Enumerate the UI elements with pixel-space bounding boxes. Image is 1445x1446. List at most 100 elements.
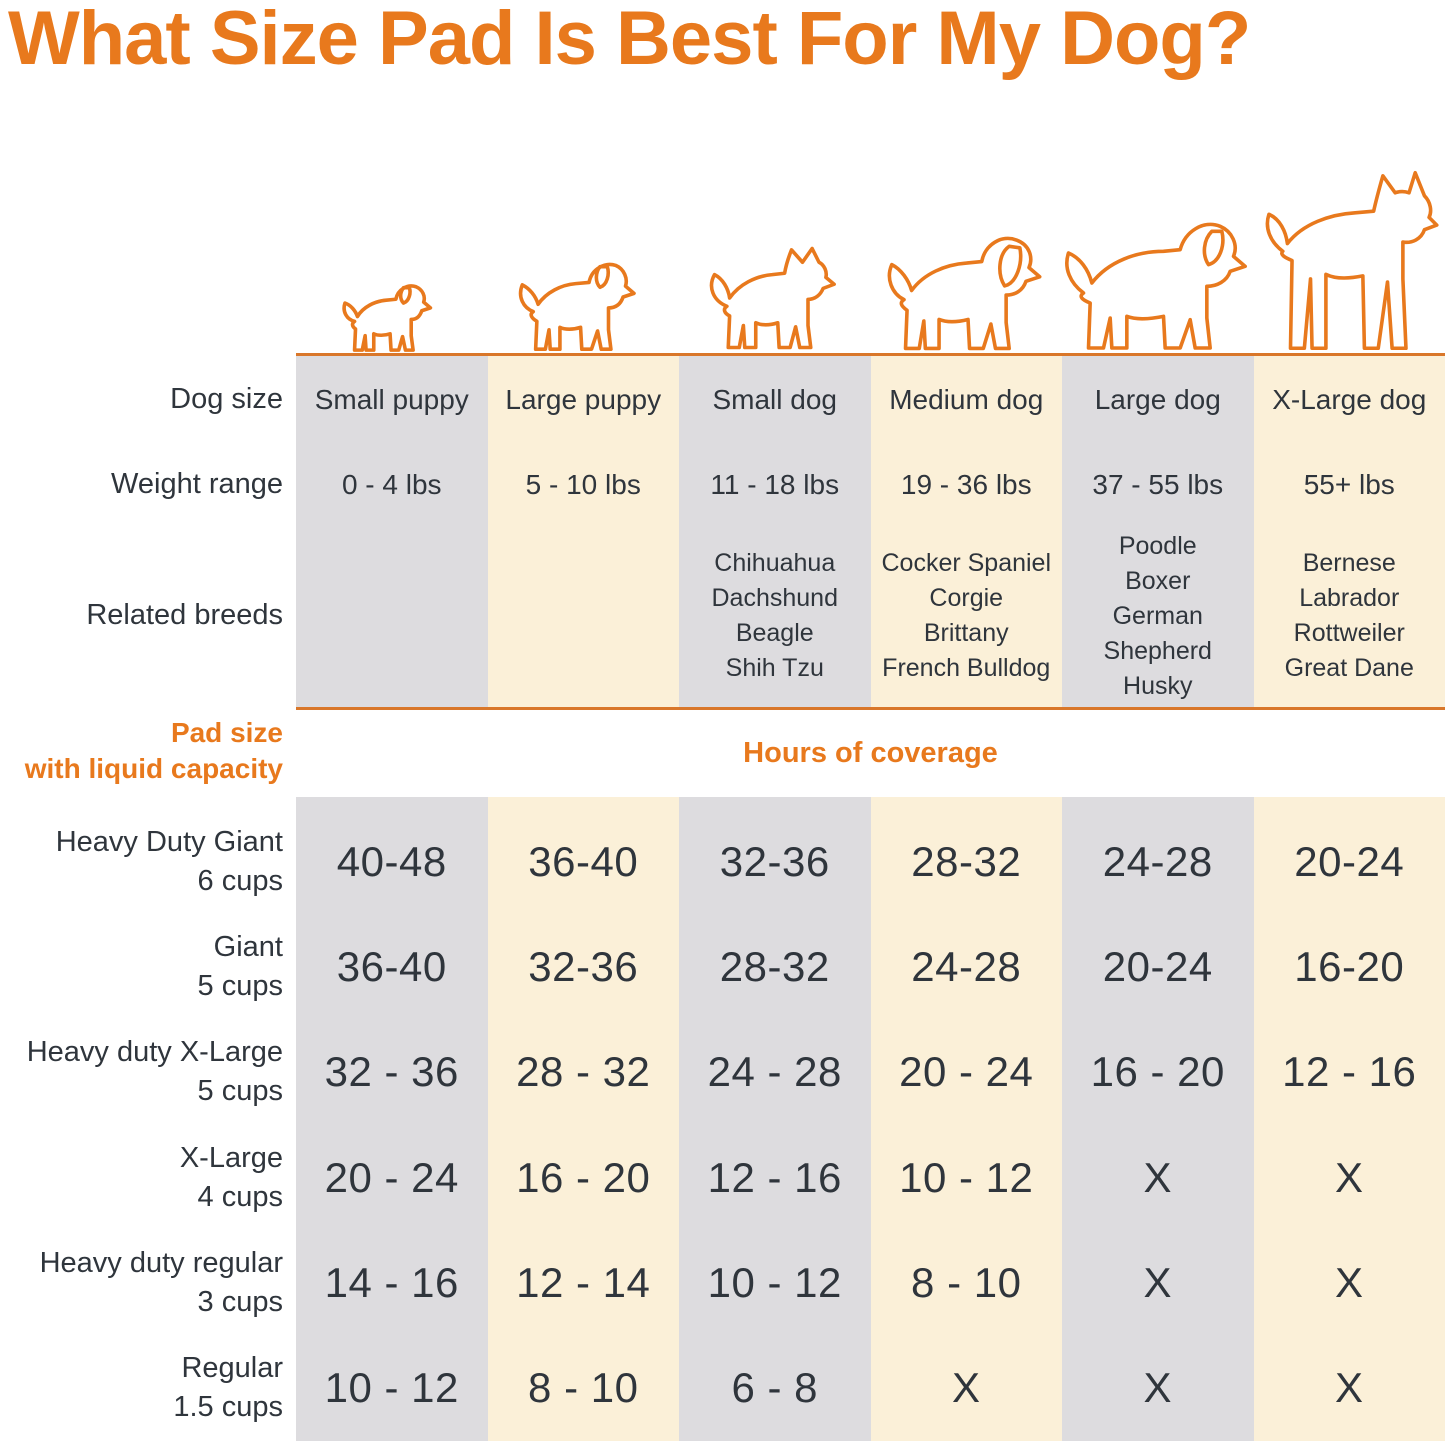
- column-backgrounds-upper: [296, 356, 1445, 707]
- breed-item: Beagle: [735, 619, 814, 647]
- hours-cell: X: [1143, 1364, 1172, 1412]
- pad-row-labels: Heavy Duty Giant 6 cups Giant 5 cups Hea…: [0, 797, 283, 1441]
- column-bg-large-puppy: [487, 356, 679, 707]
- breeds-cell: Poodle Boxer German Shepherd Husky: [1062, 527, 1254, 705]
- breed-item: Corgie: [929, 584, 1004, 612]
- hours-cell: 12 - 16: [1282, 1048, 1417, 1096]
- breeds-cell: Bernese Labrador Rottweiler Great Dane: [1254, 527, 1445, 705]
- column-bg-medium-dog: [870, 356, 1062, 707]
- row-label-related-breeds: Related breeds: [86, 599, 283, 632]
- dog-size-cell: Large puppy: [505, 384, 662, 415]
- pad-row-label: Giant 5 cups: [0, 914, 283, 1019]
- hours-cell: 14 - 16: [324, 1258, 459, 1306]
- hours-cell: 32-36: [528, 942, 639, 990]
- hours-cell: 12 - 16: [707, 1153, 842, 1201]
- breeds-cell: Cocker Spaniel Corgie Brittany French Bu…: [871, 527, 1063, 705]
- column-bg-x-large-dog: [1253, 797, 1445, 1441]
- dog-size-cell: X-Large dog: [1272, 384, 1427, 415]
- page-title: What Size Pad Is Best For My Dog?: [8, 0, 1251, 81]
- pad-capacity: 6 cups: [197, 864, 283, 897]
- pad-name: Heavy Duty Giant: [55, 825, 283, 858]
- pad-capacity: 5 cups: [197, 969, 283, 1002]
- column-bg-large-dog: [1062, 797, 1254, 1441]
- breed-item: Bernese: [1302, 549, 1396, 577]
- hours-cell: 6 - 8: [731, 1364, 819, 1412]
- pad-row-label: Regular 1.5 cups: [0, 1336, 283, 1441]
- hours-cell: 20-24: [1294, 837, 1405, 885]
- dog-size-cell: Large dog: [1094, 384, 1221, 415]
- hours-cell: 16 - 20: [516, 1153, 651, 1201]
- hours-cell: X: [1143, 1153, 1172, 1201]
- column-bg-small-puppy: [296, 356, 488, 707]
- pad-capacity: 1.5 cups: [173, 1391, 283, 1424]
- column-bg-large-puppy: [487, 797, 679, 1441]
- breed-item: Cocker Spaniel: [881, 549, 1052, 577]
- column-backgrounds-lower: [296, 797, 1445, 1441]
- breed-item: Shih Tzu: [725, 654, 824, 682]
- hours-cell: 10 - 12: [324, 1364, 459, 1412]
- hours-cell: 24-28: [911, 942, 1022, 990]
- breed-item: Boxer: [1125, 566, 1191, 595]
- table-row: 14 - 16 12 - 14 10 - 12 8 - 10 X X: [296, 1230, 1445, 1335]
- hours-cell: 8 - 10: [528, 1364, 639, 1412]
- table-row: 40-48 36-40 32-36 28-32 24-28 20-24: [296, 809, 1445, 914]
- weight-range-row: 0 - 4 lbs 5 - 10 lbs 11 - 18 lbs 19 - 36…: [296, 442, 1445, 527]
- hours-cell: 28-32: [911, 837, 1022, 885]
- hours-cell: 16 - 20: [1090, 1048, 1225, 1096]
- pad-capacity: 3 cups: [197, 1285, 283, 1318]
- hours-cell: 20 - 24: [324, 1153, 459, 1201]
- breed-item: German Shepherd: [1103, 601, 1212, 665]
- hours-cell: X: [1143, 1258, 1172, 1306]
- table-row: 36-40 32-36 28-32 24-28 20-24 16-20: [296, 914, 1445, 1019]
- hours-cell: 32 - 36: [324, 1048, 459, 1096]
- pad-row-label: Heavy duty X-Large 5 cups: [0, 1020, 283, 1125]
- row-label-dog-size: Dog size: [170, 383, 283, 416]
- table-row: 10 - 12 8 - 10 6 - 8 X X X: [296, 1336, 1445, 1441]
- pad-row-label: Heavy duty regular 3 cups: [0, 1230, 283, 1335]
- hours-cell: 20 - 24: [899, 1048, 1034, 1096]
- weight-cell: 37 - 55 lbs: [1092, 468, 1224, 500]
- pad-row-label: Heavy Duty Giant 6 cups: [0, 809, 283, 914]
- column-bg-medium-dog: [870, 797, 1062, 1441]
- pad-name: Regular: [181, 1352, 283, 1385]
- pad-capacity: 4 cups: [197, 1180, 283, 1213]
- column-bg-small-dog: [679, 356, 871, 707]
- dog-size-cell: Small dog: [712, 384, 837, 415]
- hours-cell: 20-24: [1102, 942, 1213, 990]
- breed-item: Labrador: [1299, 584, 1400, 612]
- hours-cell: X: [1334, 1258, 1364, 1306]
- hours-cell: 10 - 12: [707, 1258, 842, 1306]
- hours-cell: 10 - 12: [899, 1153, 1034, 1201]
- ground-line: [296, 353, 1445, 356]
- breed-item: Poodle: [1118, 531, 1197, 560]
- weight-cell: 19 - 36 lbs: [900, 468, 1032, 500]
- pad-name: X-Large: [179, 1141, 283, 1174]
- section-divider-line: [296, 707, 1445, 710]
- breed-item: Chihuahua: [714, 549, 836, 577]
- hours-cell: 16-20: [1294, 942, 1405, 990]
- table-row: 32 - 36 28 - 32 24 - 28 20 - 24 16 - 20 …: [296, 1020, 1445, 1125]
- dog-size-row: Small puppy Large puppy Small dog Medium…: [296, 360, 1445, 440]
- hours-cell: 40-48: [336, 837, 447, 885]
- row-label-pad-size: Pad size with liquid capacity: [0, 707, 283, 795]
- hours-cell: X: [951, 1364, 981, 1412]
- hours-of-coverage-grid: 40-48 36-40 32-36 28-32 24-28 20-24 36-4…: [296, 797, 1445, 1441]
- column-bg-small-puppy: [296, 797, 488, 1441]
- pad-name: Heavy duty regular: [39, 1246, 283, 1279]
- breed-item: Dachshund: [711, 584, 838, 612]
- weight-cell: 11 - 18 lbs: [710, 468, 840, 500]
- breeds-cell: [488, 527, 680, 705]
- breed-item: French Bulldog: [882, 654, 1051, 682]
- breed-item: Great Dane: [1284, 654, 1414, 682]
- hours-cell: 24 - 28: [707, 1048, 842, 1096]
- breed-item: Husky: [1123, 671, 1193, 700]
- weight-cell: 5 - 10 lbs: [525, 468, 641, 500]
- hours-of-coverage-header: Hours of coverage: [743, 737, 998, 769]
- pad-size-label-line2: with liquid capacity: [24, 753, 283, 784]
- breeds-cell: [296, 527, 488, 705]
- row-label-weight-range: Weight range: [111, 467, 283, 500]
- hours-cell: 36-40: [336, 942, 447, 990]
- dog-size-cell: Medium dog: [889, 384, 1044, 415]
- column-bg-large-dog: [1062, 356, 1254, 707]
